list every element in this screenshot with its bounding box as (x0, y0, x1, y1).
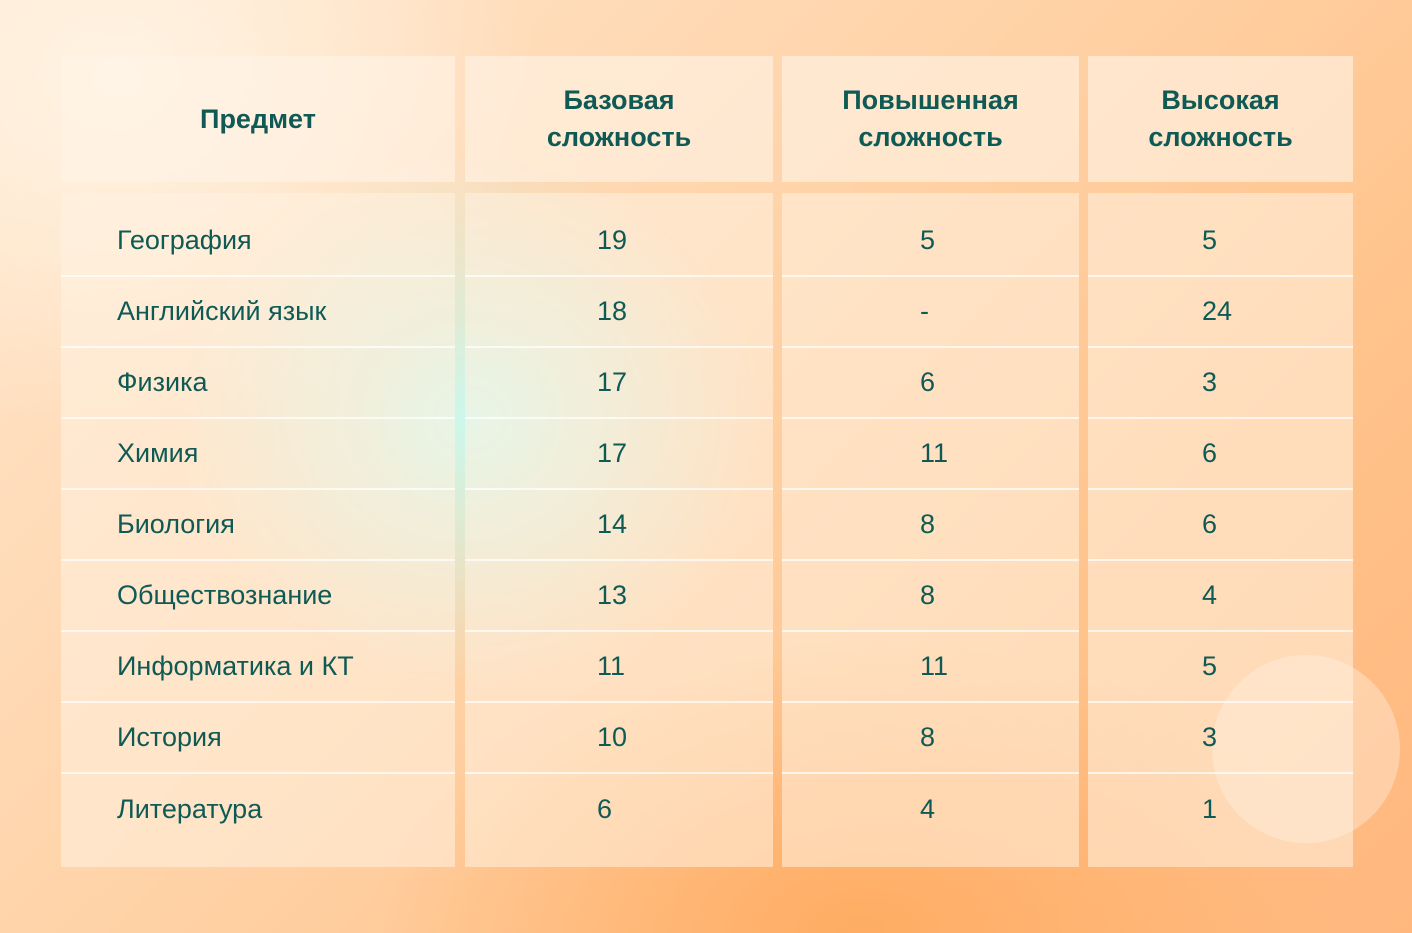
table-row: Английский язык (61, 277, 455, 348)
header-high: Высокая сложность (1148, 85, 1293, 152)
header-subject: Предмет (200, 103, 316, 134)
high-cells: 5 24 3 6 6 4 5 3 1 (1088, 193, 1353, 867)
table-cell: 6 (1088, 419, 1353, 490)
table-cell: 17 (465, 348, 773, 419)
table-cell: 1 (1202, 794, 1218, 824)
table-cell: 8 (782, 490, 1079, 561)
table-row: Обществознание (61, 561, 455, 632)
table-cell: 18 (465, 277, 773, 348)
table-cell: 11 (782, 632, 1079, 703)
table-cell: 11 (465, 632, 773, 703)
table-cell: 8 (782, 703, 1079, 774)
header-advanced: Повышенная сложность (842, 85, 1019, 152)
header-cell-advanced: Повышенная сложность (782, 56, 1079, 182)
subject-cells: География Английский язык Физика Химия Б… (61, 193, 455, 867)
subjects-table: Предмет География Английский язык Физика… (61, 56, 1353, 867)
table-cell: 3 (1088, 703, 1353, 774)
table-cell: 10 (465, 703, 773, 774)
table-cell: 5 (1088, 632, 1353, 703)
table-cell: 4 (920, 794, 936, 824)
table-row: Информатика и КТ (61, 632, 455, 703)
table-cell: 4 (1088, 561, 1353, 632)
table-cell: - (782, 277, 1079, 348)
table-cell: 13 (465, 561, 773, 632)
header-basic: Базовая сложность (546, 85, 692, 152)
table-cell: 6 (597, 794, 613, 824)
table-row: Химия (61, 419, 455, 490)
table-cell: 6 (782, 348, 1079, 419)
table-row: География (61, 206, 455, 277)
table-row: История (61, 703, 455, 774)
table-cell: 19 (465, 206, 773, 277)
table-cell: 6 (1088, 490, 1353, 561)
table-cell: 24 (1088, 277, 1353, 348)
table-row: Физика (61, 348, 455, 419)
header-cell-basic: Базовая сложность (465, 56, 773, 182)
table-cell: 5 (782, 206, 1079, 277)
advanced-cells: 5 - 6 11 8 8 11 8 4 (782, 193, 1079, 867)
table-cell: 11 (782, 419, 1079, 490)
basic-cells: 19 18 17 17 14 13 11 10 6 (465, 193, 773, 867)
table-cell: 5 (1088, 206, 1353, 277)
table-cell: 14 (465, 490, 773, 561)
header-cell-subject: Предмет (61, 56, 455, 182)
table-row: Биология (61, 490, 455, 561)
table-cell: 17 (465, 419, 773, 490)
header-cell-high: Высокая сложность (1088, 56, 1353, 182)
table-row: Литература (117, 794, 263, 824)
table-cell: 3 (1088, 348, 1353, 419)
table-cell: 8 (782, 561, 1079, 632)
